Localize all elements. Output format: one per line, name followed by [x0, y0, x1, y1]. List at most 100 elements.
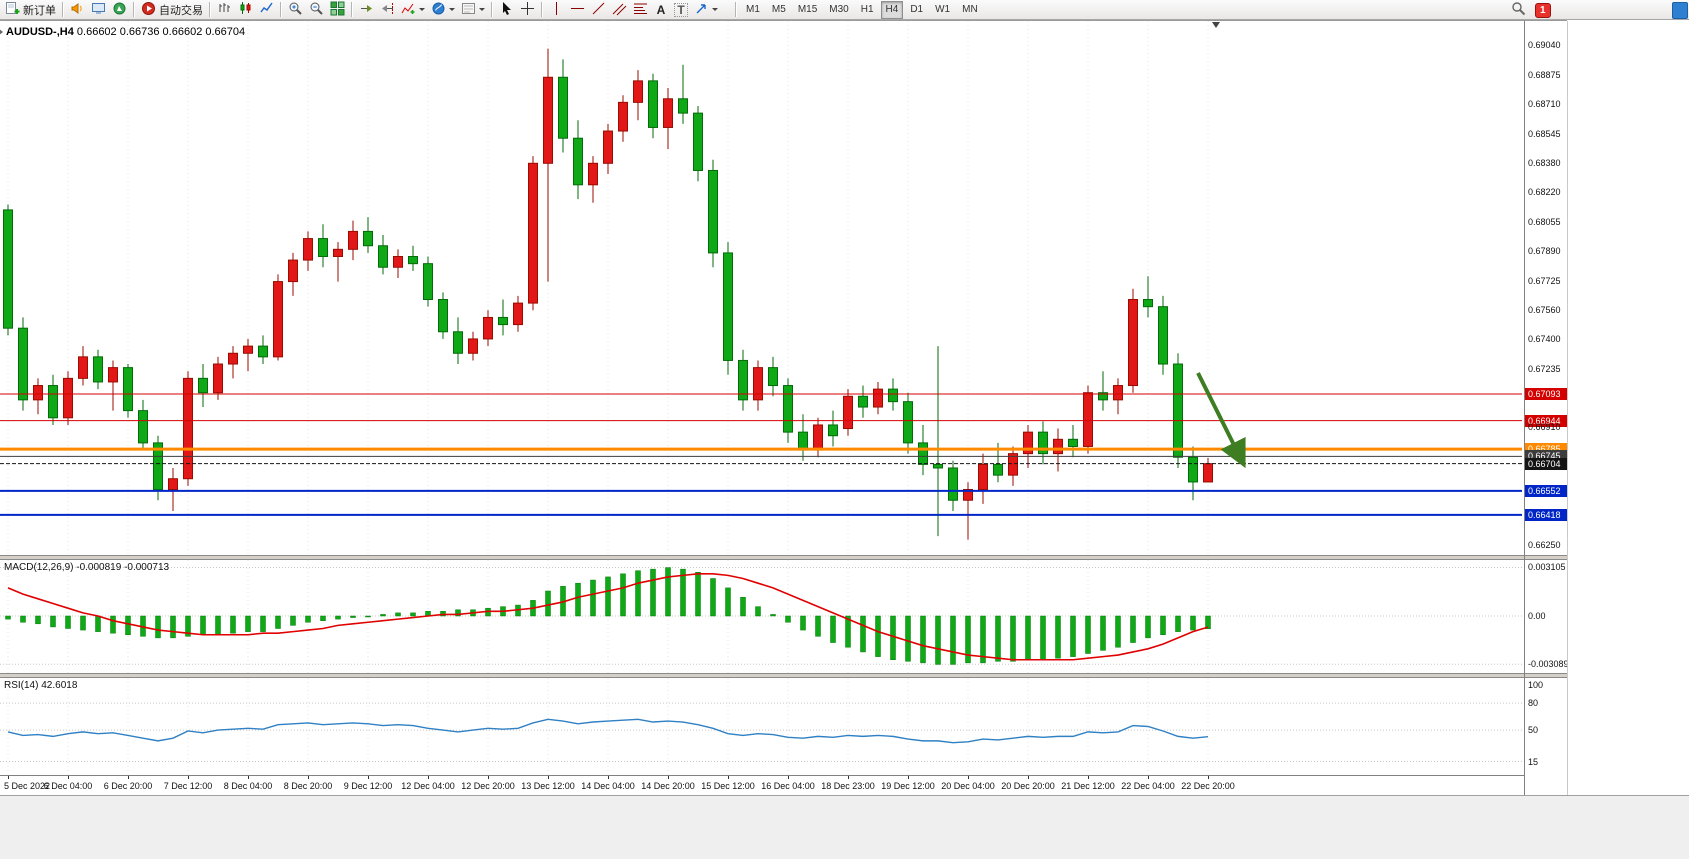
time-axis[interactable]: 5 Dec 2022 6 Dec 04:00 6 Dec 20:00 7 Dec 12… — [0, 775, 1524, 796]
chart-symbol: AUDUSD-,H4 — [6, 26, 74, 38]
arrow-shape-icon — [694, 1, 709, 19]
navigator-button[interactable] — [109, 1, 130, 19]
time-axis-tick — [788, 776, 789, 779]
time-axis-label: 12 Dec 04:00 — [401, 781, 455, 791]
timeframe-d1[interactable]: D1 — [905, 1, 928, 19]
compass-icon — [112, 1, 127, 19]
chart-shift-marker[interactable] — [1212, 22, 1220, 28]
fibonacci-icon — [633, 1, 648, 19]
chart-shift-button[interactable] — [377, 1, 398, 19]
time-axis-label: 6 Dec 20:00 — [103, 781, 153, 791]
timeframe-mn[interactable]: MN — [957, 1, 983, 19]
rsi-label: RSI(14) 42.6018 — [4, 680, 78, 691]
crosshair-button[interactable] — [517, 1, 538, 19]
monitor-icon — [91, 1, 106, 19]
time-axis-tick — [368, 776, 369, 779]
channel-button[interactable] — [609, 1, 630, 19]
zoom-out-button[interactable] — [306, 1, 327, 19]
profiles-button[interactable] — [428, 1, 458, 19]
time-axis-label: 12 Dec 20:00 — [461, 781, 515, 791]
time-axis-tick — [308, 776, 309, 779]
price-tag-0.67093: 0.67093 — [1525, 387, 1567, 400]
toolbar-separator — [280, 2, 282, 17]
time-axis-tick — [968, 776, 969, 779]
price-axis-label: 0.67560 — [1528, 305, 1561, 316]
right-gutter — [1567, 21, 1689, 795]
notification-badge[interactable]: 1 — [1535, 2, 1551, 18]
candlestick-chart-button[interactable] — [235, 1, 256, 19]
tile-windows-button[interactable] — [327, 1, 348, 19]
timeframe-toolbar: M1 M5 M15 M30 H1 H4 D1 W1 MN — [740, 0, 984, 19]
megaphone-icon — [70, 1, 85, 19]
new-order-button[interactable]: 新订单 — [2, 1, 59, 19]
indicators-button[interactable] — [398, 1, 428, 19]
alerts-button[interactable] — [67, 1, 88, 19]
vertical-line-button[interactable] — [546, 1, 567, 19]
time-axis-tick — [668, 776, 669, 779]
shapes-button[interactable] — [691, 1, 721, 19]
auto-trading-button[interactable]: 自动交易 — [138, 1, 206, 19]
chart-ohlc: 0.66602 0.66736 0.66602 0.66704 — [76, 26, 246, 38]
price-chart-panel[interactable]: AUDUSD-,H4 0.66602 0.66736 0.66602 0.667… — [0, 21, 1524, 555]
cursor-button[interactable] — [496, 1, 517, 19]
templates-button[interactable] — [458, 1, 488, 19]
time-axis-tick — [908, 776, 909, 779]
timeframe-h4[interactable]: H4 — [880, 0, 904, 19]
label-tool-button[interactable]: T — [671, 1, 691, 19]
rsi-panel[interactable]: RSI(14) 42.6018 — [0, 678, 1524, 775]
auto-scroll-button[interactable] — [356, 1, 377, 19]
new-order-label: 新订单 — [23, 4, 56, 17]
auto-scroll-icon — [359, 1, 374, 19]
price-axis-label: 0.67725 — [1528, 275, 1561, 286]
horizontal-line-button[interactable] — [567, 1, 588, 19]
candlestick-chart[interactable] — [0, 21, 1524, 555]
time-axis-tick — [248, 776, 249, 779]
toolbar-separator — [491, 2, 493, 17]
rsi-axis: 100 80 50 15 — [1525, 678, 1567, 775]
one-click-trading-arrow[interactable] — [0, 28, 3, 36]
templates-icon — [461, 1, 476, 19]
cursor-icon — [499, 1, 514, 19]
timeframe-m1[interactable]: M1 — [741, 1, 765, 19]
time-axis-label: 14 Dec 04:00 — [581, 781, 635, 791]
panel-splitter[interactable] — [0, 555, 1567, 560]
fibonacci-button[interactable] — [630, 1, 651, 19]
market-watch-button[interactable] — [88, 1, 109, 19]
macd-chart[interactable] — [0, 560, 1524, 673]
toolbar-separator — [735, 2, 737, 17]
price-tag-0.66704: 0.66704 — [1525, 457, 1567, 470]
time-axis-label: 20 Dec 20:00 — [1001, 781, 1055, 791]
time-axis-label: 8 Dec 20:00 — [283, 781, 333, 791]
time-axis-tick — [1208, 776, 1209, 779]
window-icon[interactable] — [1672, 2, 1688, 19]
time-axis-label: 19 Dec 12:00 — [881, 781, 935, 791]
panel-splitter[interactable] — [0, 673, 1567, 678]
macd-panel[interactable]: MACD(12,26,9) -0.000819 -0.000713 — [0, 560, 1524, 673]
timeframe-m30[interactable]: M30 — [824, 1, 853, 19]
timeframe-m15[interactable]: M15 — [793, 1, 822, 19]
time-axis-tick — [188, 776, 189, 779]
bar-chart-button[interactable] — [214, 1, 235, 19]
time-axis-label: 5 Dec 2022 — [4, 781, 51, 791]
toolbar-separator — [133, 2, 135, 17]
trendline-button[interactable] — [588, 1, 609, 19]
text-tool-button[interactable]: A — [651, 1, 671, 19]
rsi-axis-label: 15 — [1528, 756, 1539, 767]
dropdown-caret-icon — [419, 8, 425, 11]
price-axis-label: 0.69040 — [1528, 40, 1561, 50]
search-button[interactable] — [1508, 1, 1529, 19]
timeframe-m5[interactable]: M5 — [767, 1, 791, 19]
price-axis[interactable]: 0.67093 0.66944 0.66785 0.66745 0.66704 0.665… — [1525, 21, 1567, 555]
timeframe-h1[interactable]: H1 — [856, 1, 879, 19]
time-axis-label: 8 Dec 04:00 — [223, 781, 273, 791]
zoom-in-button[interactable] — [285, 1, 306, 19]
rsi-chart[interactable] — [0, 678, 1524, 775]
dropdown-caret-icon — [449, 8, 455, 11]
zoom-in-icon — [288, 1, 303, 19]
line-chart-button[interactable] — [256, 1, 277, 19]
price-axis-border — [1524, 21, 1525, 795]
time-axis-tick — [68, 776, 69, 779]
time-axis-label: 16 Dec 04:00 — [761, 781, 815, 791]
timeframe-w1[interactable]: W1 — [930, 1, 955, 19]
